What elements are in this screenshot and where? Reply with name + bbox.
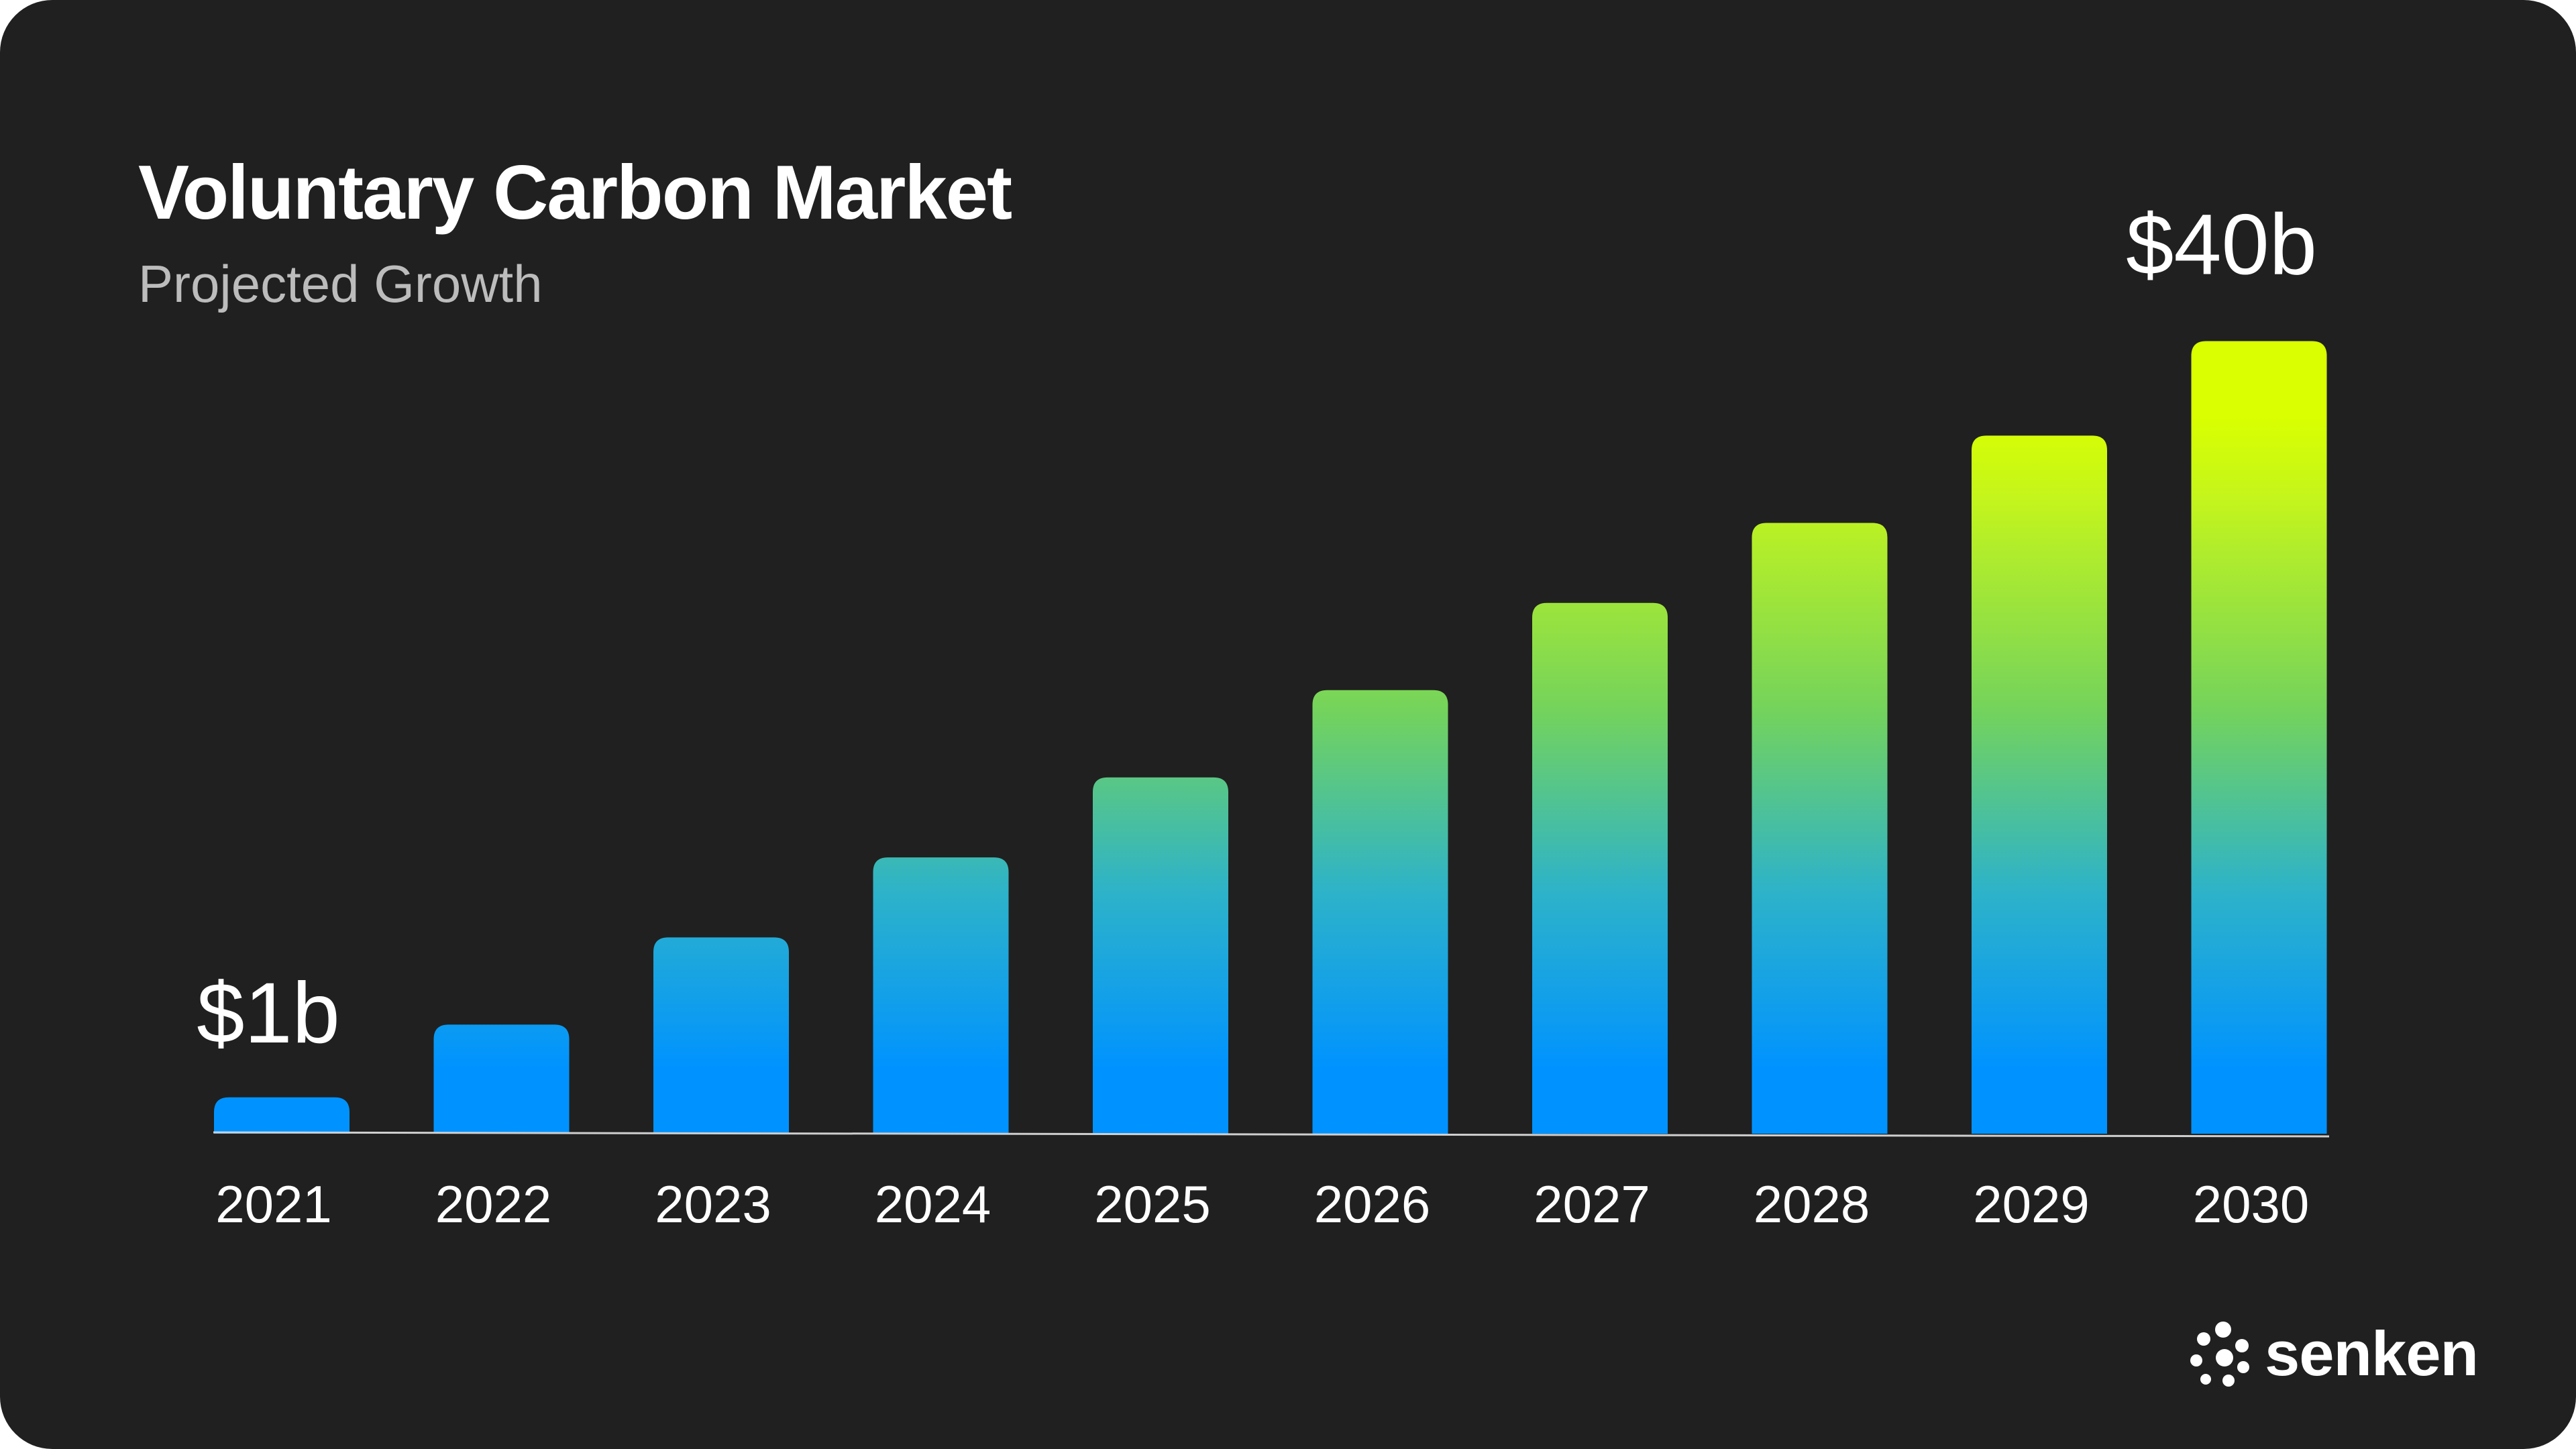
x-tick-label-2022: 2022 — [435, 1175, 552, 1234]
x-tick-labels: 2021 2022 2023 2024 2025 2026 2027 2028 2029 2030 — [215, 1175, 2309, 1234]
bar-2024 — [873, 857, 1009, 1134]
x-tick-label-2029: 2029 — [1973, 1175, 2090, 1234]
x-tick-label-2027: 2027 — [1534, 1175, 1650, 1234]
bar-2021 — [214, 1097, 350, 1134]
bars-layer — [214, 341, 2327, 1134]
brand-logo: senken — [2188, 1313, 2479, 1394]
x-tick-label-2025: 2025 — [1094, 1175, 1211, 1234]
bar-2028 — [1752, 523, 1888, 1134]
x-tick-label-2024: 2024 — [875, 1175, 991, 1234]
x-tick-label-2023: 2023 — [655, 1175, 771, 1234]
chart-subtitle: Projected Growth — [138, 254, 543, 313]
bar-2029 — [1972, 435, 2107, 1134]
bar-2025 — [1093, 777, 1228, 1134]
bar-2023 — [653, 937, 789, 1134]
data-label-2021: $1b — [197, 965, 340, 1061]
chart-title: Voluntary Carbon Market — [138, 150, 1012, 235]
x-tick-label-2021: 2021 — [215, 1175, 332, 1234]
bar-2022 — [433, 1024, 570, 1134]
bar-2026 — [1312, 690, 1448, 1134]
data-label-2030: $40b — [2126, 197, 2317, 293]
bar-2030 — [2191, 341, 2327, 1134]
data-labels: $1b $40b — [197, 197, 2317, 1061]
x-tick-label-2028: 2028 — [1754, 1175, 1870, 1234]
x-tick-label-2030: 2030 — [2193, 1175, 2310, 1234]
bar-2027 — [1532, 602, 1668, 1134]
dotted-flower-icon — [2190, 1322, 2249, 1387]
brand-name: senken — [2265, 1318, 2479, 1389]
x-axis-baseline — [213, 1131, 2330, 1138]
x-tick-label-2026: 2026 — [1314, 1175, 1431, 1234]
